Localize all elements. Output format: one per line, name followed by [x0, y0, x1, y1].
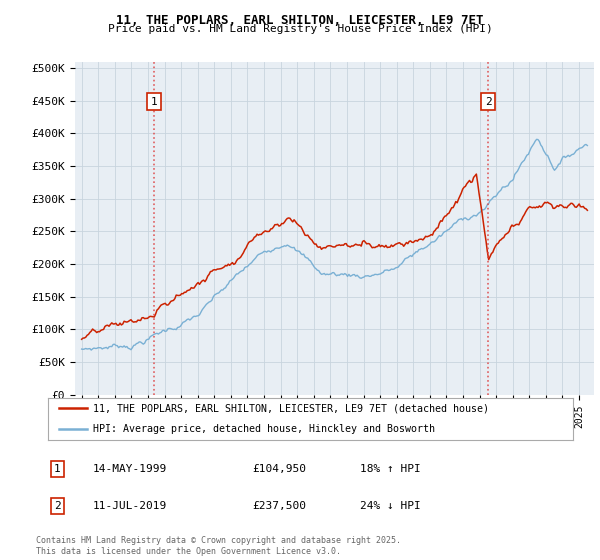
Text: Contains HM Land Registry data © Crown copyright and database right 2025.
This d: Contains HM Land Registry data © Crown c…: [36, 536, 401, 556]
Text: 2: 2: [54, 501, 61, 511]
Text: £237,500: £237,500: [252, 501, 306, 511]
Text: 11, THE POPLARS, EARL SHILTON, LEICESTER, LE9 7ET (detached house): 11, THE POPLARS, EARL SHILTON, LEICESTER…: [92, 403, 488, 413]
Text: 14-MAY-1999: 14-MAY-1999: [93, 464, 167, 474]
Text: 24% ↓ HPI: 24% ↓ HPI: [360, 501, 421, 511]
Text: 2: 2: [485, 96, 492, 106]
Text: Price paid vs. HM Land Registry's House Price Index (HPI): Price paid vs. HM Land Registry's House …: [107, 24, 493, 34]
Text: 11-JUL-2019: 11-JUL-2019: [93, 501, 167, 511]
Text: 11, THE POPLARS, EARL SHILTON, LEICESTER, LE9 7ET: 11, THE POPLARS, EARL SHILTON, LEICESTER…: [116, 14, 484, 27]
Text: 18% ↑ HPI: 18% ↑ HPI: [360, 464, 421, 474]
Text: £104,950: £104,950: [252, 464, 306, 474]
Text: 1: 1: [54, 464, 61, 474]
Text: 1: 1: [151, 96, 157, 106]
Text: HPI: Average price, detached house, Hinckley and Bosworth: HPI: Average price, detached house, Hinc…: [92, 424, 434, 434]
